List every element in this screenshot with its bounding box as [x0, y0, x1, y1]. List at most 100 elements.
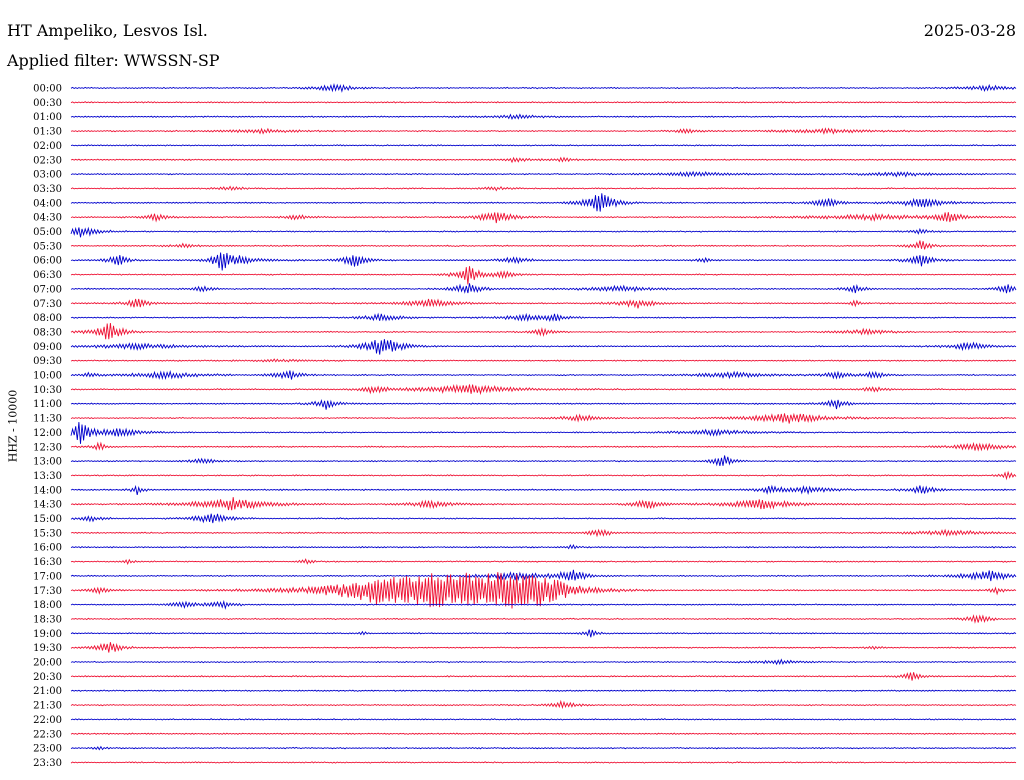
- trace-row-0930: [70, 358, 1017, 363]
- trace-row-1400: [70, 484, 1017, 496]
- trace-row-0530: [70, 240, 1017, 250]
- time-tick-label: 10:30: [33, 385, 62, 396]
- filter-label: Applied filter: WWSSN-SP: [7, 51, 220, 70]
- trace-row-0430: [70, 212, 1017, 224]
- time-tick-label: 23:00: [33, 744, 62, 755]
- trace-row-0030: [70, 101, 1017, 104]
- trace-row-1030: [70, 383, 1017, 396]
- time-tick-label: 14:00: [33, 485, 62, 496]
- station-title: HT Ampeliko, Lesvos Isl.: [7, 21, 208, 40]
- time-tick-label: 19:00: [33, 629, 62, 640]
- time-tick-label: 03:00: [33, 170, 62, 181]
- time-tick-label: 06:00: [33, 256, 62, 267]
- trace-row-0230: [70, 156, 1017, 164]
- trace-row-2230: [70, 732, 1017, 735]
- time-tick-label: 02:00: [33, 141, 62, 152]
- time-tick-label: 01:30: [33, 127, 62, 138]
- time-tick-label: 13:30: [33, 471, 62, 482]
- trace-row-1700: [70, 569, 1017, 582]
- trace-row-1900: [70, 629, 1017, 638]
- time-tick-label: 05:00: [33, 227, 62, 238]
- trace-row-1200: [70, 422, 1017, 444]
- time-tick-label: 20:30: [33, 672, 62, 683]
- time-tick-label: 10:00: [33, 371, 62, 382]
- time-tick-label: 15:00: [33, 514, 62, 525]
- trace-row-0200: [70, 144, 1017, 147]
- time-tick-label: 11:30: [33, 414, 62, 425]
- time-tick-label: 00:30: [33, 98, 62, 109]
- trace-row-1130: [70, 412, 1017, 424]
- trace-row-1830: [70, 614, 1017, 624]
- trace-row-1930: [70, 642, 1017, 653]
- time-tick-label: 16:00: [33, 543, 62, 554]
- time-tick-label: 05:30: [33, 241, 62, 252]
- time-tick-label: 06:30: [33, 270, 62, 281]
- trace-row-1230: [70, 441, 1017, 452]
- trace-row-0830: [70, 322, 1017, 340]
- time-tick-label: 19:30: [33, 643, 62, 654]
- trace-row-1430: [70, 497, 1017, 511]
- trace-row-2030: [70, 672, 1017, 681]
- time-tick-label: 17:00: [33, 571, 62, 582]
- time-tick-label: 04:00: [33, 198, 62, 209]
- trace-row-2000: [70, 658, 1017, 666]
- trace-row-0700: [70, 283, 1017, 294]
- trace-row-1330: [70, 470, 1017, 481]
- trace-row-0330: [70, 185, 1017, 192]
- trace-row-0630: [70, 266, 1017, 285]
- trace-row-0600: [70, 252, 1017, 271]
- time-tick-label: 09:00: [33, 342, 62, 353]
- time-tick-label: 01:00: [33, 112, 62, 123]
- trace-row-2130: [70, 699, 1017, 710]
- trace-row-1100: [70, 398, 1017, 410]
- time-tick-label: 04:30: [33, 213, 62, 224]
- time-tick-label: 08:30: [33, 327, 62, 338]
- time-tick-label: 22:00: [33, 715, 62, 726]
- trace-row-1800: [70, 599, 1017, 610]
- time-tick-label: 08:00: [33, 313, 62, 324]
- trace-row-1730: [70, 572, 1017, 609]
- time-tick-label: 07:30: [33, 299, 62, 310]
- time-tick-label: 11:00: [33, 399, 62, 410]
- time-tick-label: 17:30: [33, 586, 62, 597]
- trace-row-2100: [70, 689, 1017, 692]
- trace-row-0000: [70, 83, 1017, 93]
- trace-row-0100: [70, 113, 1017, 121]
- trace-row-0730: [70, 298, 1017, 309]
- trace-row-0900: [70, 339, 1017, 355]
- trace-row-1500: [70, 513, 1017, 524]
- time-tick-label: 02:30: [33, 155, 62, 166]
- time-tick-label: 21:00: [33, 686, 62, 697]
- trace-row-0400: [70, 193, 1017, 212]
- time-tick-label: 21:30: [33, 701, 62, 712]
- trace-row-2300: [70, 745, 1017, 751]
- trace-row-0130: [70, 127, 1017, 135]
- time-tick-label: 22:30: [33, 729, 62, 740]
- time-tick-label: 07:00: [33, 284, 62, 295]
- time-tick-label: 15:30: [33, 528, 62, 539]
- time-tick-label: 12:00: [33, 428, 62, 439]
- trace-row-1000: [70, 369, 1017, 380]
- time-tick-label: 23:30: [33, 758, 62, 769]
- trace-row-0500: [70, 226, 1017, 238]
- trace-row-0300: [70, 170, 1017, 178]
- trace-row-1630: [70, 558, 1017, 565]
- trace-row-2200: [70, 718, 1017, 721]
- time-tick-label: 16:30: [33, 557, 62, 568]
- time-tick-label: 20:00: [33, 658, 62, 669]
- time-tick-label: 12:30: [33, 442, 62, 453]
- time-tick-label: 03:30: [33, 184, 62, 195]
- trace-row-0800: [70, 312, 1017, 322]
- time-tick-label: 13:00: [33, 457, 62, 468]
- time-tick-label: 18:00: [33, 600, 62, 611]
- time-tick-label: 14:30: [33, 500, 62, 511]
- time-tick-label: 18:30: [33, 614, 62, 625]
- time-tick-label: 09:30: [33, 356, 62, 367]
- trace-row-2330: [70, 761, 1017, 764]
- trace-row-1530: [70, 528, 1017, 538]
- time-tick-label: 00:00: [33, 84, 62, 95]
- date-label: 2025-03-28: [923, 21, 1016, 40]
- trace-row-1300: [70, 455, 1017, 467]
- trace-row-1600: [70, 544, 1017, 550]
